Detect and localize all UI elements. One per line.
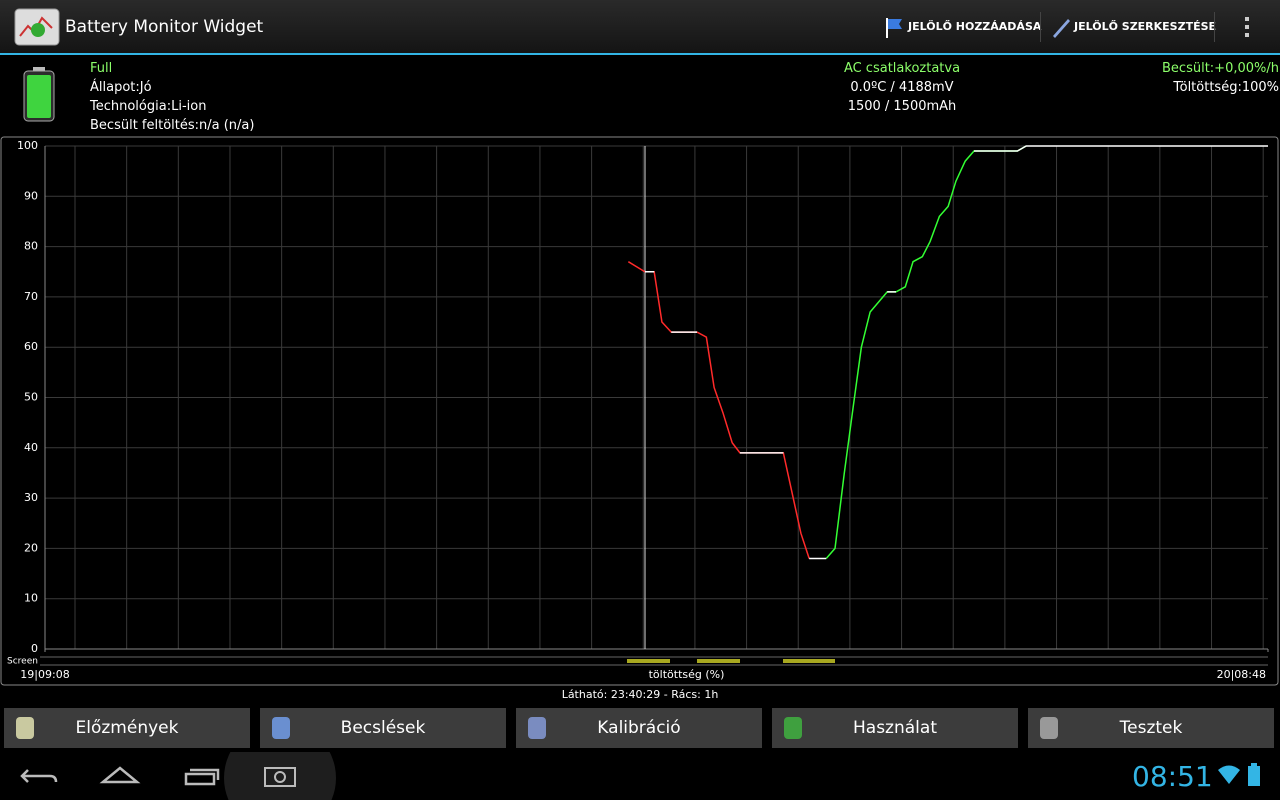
screenshot-button[interactable] bbox=[264, 767, 296, 787]
tab-button[interactable]: Tesztek bbox=[1028, 708, 1274, 748]
divider bbox=[1214, 12, 1215, 42]
screen-on bbox=[783, 659, 835, 663]
chart-frame bbox=[0, 136, 1279, 686]
y-tick-label: 80 bbox=[24, 240, 38, 253]
tab-icon bbox=[784, 717, 802, 739]
tab-button[interactable]: Használat bbox=[772, 708, 1018, 748]
back-button[interactable] bbox=[20, 769, 58, 783]
status-text: Full bbox=[90, 61, 113, 76]
tab-icon bbox=[16, 717, 34, 739]
y-tick-label: 30 bbox=[24, 491, 38, 504]
y-tick-label: 90 bbox=[24, 189, 38, 202]
pen-icon bbox=[1053, 19, 1070, 38]
x-tick-label: 19|09:08 bbox=[20, 668, 69, 681]
y-tick-label: 0 bbox=[31, 642, 38, 655]
screen-on bbox=[697, 659, 740, 663]
status-text: Becsült feltöltés:n/a (n/a) bbox=[90, 118, 255, 133]
tab-button[interactable]: Előzmények bbox=[4, 708, 250, 748]
data-line bbox=[825, 145, 1027, 559]
status-icons bbox=[1218, 763, 1260, 786]
y-tick-label: 100 bbox=[17, 139, 38, 152]
tab-icon bbox=[1040, 717, 1058, 739]
tab-button[interactable]: Kalibráció bbox=[516, 708, 762, 748]
y-tick-label: 70 bbox=[24, 290, 38, 303]
app-title: Battery Monitor Widget bbox=[65, 17, 264, 37]
flag-icon bbox=[886, 18, 902, 38]
status-right: Becsült:+0,00%/h Töltöttség:100% bbox=[1162, 59, 1279, 97]
status-text: Becsült:+0,00%/h bbox=[1162, 61, 1279, 76]
overflow-menu[interactable] bbox=[1242, 16, 1252, 40]
data-line bbox=[644, 145, 1268, 560]
tab-label: Használat bbox=[853, 718, 937, 738]
strip-label: Screen bbox=[7, 657, 38, 667]
status-text: Állapot:Jó bbox=[90, 80, 152, 95]
status-text: 1500 / 1500mAh bbox=[847, 99, 957, 114]
y-tick-label: 10 bbox=[24, 592, 38, 605]
status-center: AC csatlakoztatva 0.0ºC / 4188mV 1500 / … bbox=[752, 59, 1052, 116]
camera-bg bbox=[224, 752, 336, 800]
tab-label: Kalibráció bbox=[597, 718, 681, 738]
y-tick-label: 60 bbox=[24, 340, 38, 353]
data-line bbox=[627, 261, 810, 559]
status-text: Töltöttség:100% bbox=[1173, 80, 1279, 95]
nav-buttons bbox=[20, 752, 336, 800]
x-axis-label: töltöttség (%) bbox=[649, 668, 725, 681]
x-tick-label: 20|08:48 bbox=[1217, 668, 1266, 681]
divider bbox=[1040, 12, 1041, 42]
status-text: AC csatlakoztatva bbox=[843, 61, 961, 76]
clock: 08:51 bbox=[1132, 760, 1213, 793]
tab-button[interactable]: Becslések bbox=[260, 708, 506, 748]
y-tick-label: 50 bbox=[24, 391, 38, 404]
tab-label: Becslések bbox=[340, 718, 426, 738]
app-icon bbox=[14, 8, 60, 46]
y-tick-label: 20 bbox=[24, 541, 38, 554]
status-text: Technológia:Li-ion bbox=[90, 99, 207, 114]
status-text: 0.0ºC / 4188mV bbox=[850, 80, 954, 95]
tab-icon bbox=[272, 717, 290, 739]
screen-on bbox=[627, 659, 670, 663]
battery-icon bbox=[23, 67, 55, 122]
add-marker[interactable]: JELÖLŐ HOZZÁADÁSA bbox=[908, 20, 1042, 33]
y-tick-label: 40 bbox=[24, 441, 38, 454]
tab-icon bbox=[528, 717, 546, 739]
tab-label: Előzmények bbox=[75, 718, 179, 738]
action-bar: Battery Monitor Widget JELÖLŐ HOZZÁADÁSA… bbox=[0, 0, 1280, 55]
recents-button[interactable] bbox=[184, 768, 220, 786]
tab-label: Tesztek bbox=[1119, 718, 1183, 738]
status-left: Full Állapot:Jó Technológia:Li-ion Becsü… bbox=[90, 59, 254, 135]
footer-text: Látható: 23:40:29 - Rács: 1h bbox=[561, 688, 719, 701]
home-button[interactable] bbox=[99, 766, 141, 784]
edit-marker[interactable]: JELÖLŐ SZERKESZTÉSE bbox=[1074, 20, 1217, 33]
